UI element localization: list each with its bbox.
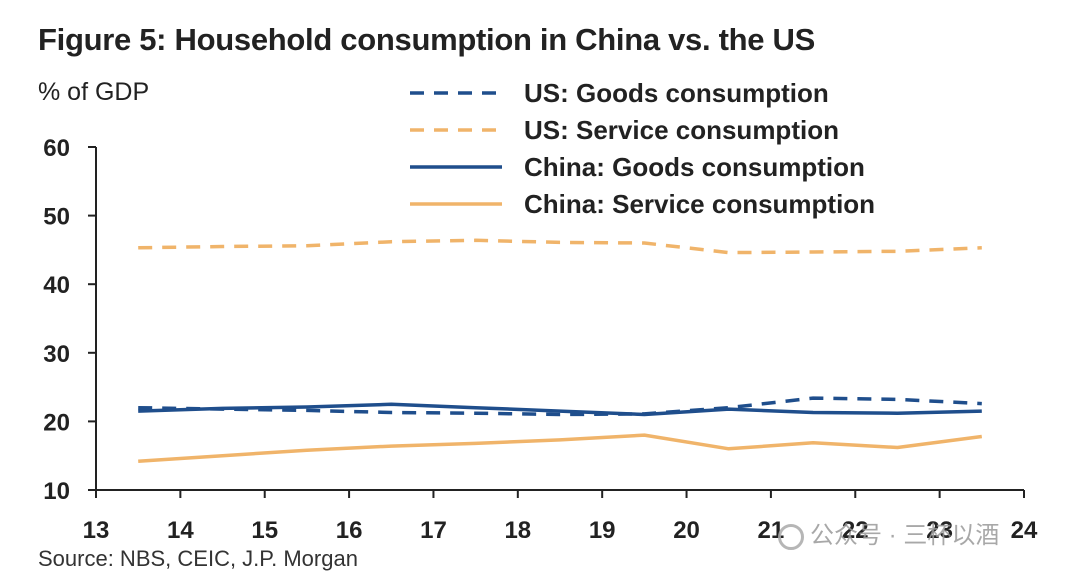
data-point-us-service-consumption [305, 244, 309, 248]
y-tick-label: 20 [43, 409, 70, 436]
x-tick-label: 19 [589, 517, 616, 544]
data-point-us-goods-consumption [980, 402, 984, 406]
data-point-china-goods-consumption [305, 405, 309, 409]
data-point-us-service-consumption [221, 244, 225, 248]
data-point-china-service-consumption [727, 447, 731, 451]
data-point-china-goods-consumption [727, 407, 731, 411]
x-tick-label: 18 [504, 517, 531, 544]
x-tick-label: 20 [673, 517, 700, 544]
x-tick-label: 23 [926, 517, 953, 544]
data-point-us-goods-consumption [305, 408, 309, 412]
watermark: 公众号 · 三杯以酒 [778, 515, 999, 550]
y-axis-unit-label: % of GDP [38, 78, 150, 106]
wechat-logo-icon [778, 523, 804, 550]
data-point-china-service-consumption [474, 441, 478, 445]
series-line-us-service-consumption [138, 238, 982, 255]
data-point-china-goods-consumption [895, 411, 899, 415]
x-tick-label: 14 [167, 517, 194, 544]
data-point-us-goods-consumption [895, 397, 899, 401]
data-point-china-service-consumption [895, 445, 899, 449]
data-point-china-goods-consumption [136, 409, 140, 413]
data-point-china-service-consumption [221, 454, 225, 458]
data-point-us-service-consumption [980, 246, 984, 250]
source-note: Source: NBS, CEIC, J.P. Morgan [38, 546, 358, 571]
y-tick-label: 50 [43, 204, 70, 231]
data-point-china-service-consumption [558, 438, 562, 442]
data-point-china-goods-consumption [389, 402, 393, 406]
data-point-us-goods-consumption [136, 406, 140, 410]
y-tick-label: 60 [43, 135, 70, 162]
data-point-us-goods-consumption [389, 410, 393, 414]
data-point-china-service-consumption [136, 459, 140, 463]
series-line-china-service-consumption [138, 433, 983, 463]
x-tick-label: 16 [336, 517, 363, 544]
data-point-us-service-consumption [389, 240, 393, 244]
data-point-us-goods-consumption [811, 396, 815, 400]
data-point-us-goods-consumption [558, 413, 562, 417]
legend-label: US: Service consumption [524, 115, 839, 145]
data-point-us-service-consumption [811, 250, 815, 254]
legend-label: US: Goods consumption [524, 78, 829, 108]
watermark-text: 公众号 · 三杯以酒 [810, 522, 1000, 549]
data-point-china-goods-consumption [221, 406, 225, 410]
legend-label: China: Goods consumption [524, 152, 865, 182]
y-tick-label: 10 [43, 478, 70, 505]
data-point-china-goods-consumption [980, 409, 984, 413]
data-point-us-service-consumption [727, 251, 731, 255]
data-point-china-service-consumption [811, 441, 815, 445]
data-point-china-goods-consumption [474, 406, 478, 410]
series-line-us-goods-consumption [138, 396, 982, 417]
data-point-us-service-consumption [136, 246, 140, 250]
data-point-china-goods-consumption [558, 409, 562, 413]
chart-series-layer [136, 238, 984, 463]
data-point-us-service-consumption [895, 249, 899, 253]
data-point-china-goods-consumption [642, 413, 646, 417]
data-point-china-service-consumption [980, 434, 984, 438]
data-point-china-service-consumption [642, 433, 646, 437]
x-tick-label: 13 [83, 517, 110, 544]
x-tick-label: 15 [251, 517, 278, 544]
series-line-china-goods-consumption [138, 402, 982, 417]
x-tick-label: 17 [420, 517, 447, 544]
y-tick-label: 40 [43, 272, 70, 299]
y-tick-label: 30 [43, 341, 70, 368]
data-point-us-goods-consumption [474, 411, 478, 415]
data-point-us-service-consumption [558, 240, 562, 244]
x-tick-label: 22 [842, 517, 869, 544]
x-tick-label: 24 [1011, 517, 1038, 544]
data-point-us-service-consumption [474, 238, 478, 242]
data-point-china-goods-consumption [811, 410, 815, 414]
data-point-china-service-consumption [305, 448, 309, 452]
chart-legend: US: Goods consumption US: Service consump… [410, 78, 875, 219]
data-point-us-service-consumption [642, 241, 646, 245]
chart-title: Figure 5: Household consumption in China… [38, 22, 815, 57]
legend-label: China: Service consumption [524, 189, 875, 219]
data-point-china-service-consumption [389, 444, 393, 448]
